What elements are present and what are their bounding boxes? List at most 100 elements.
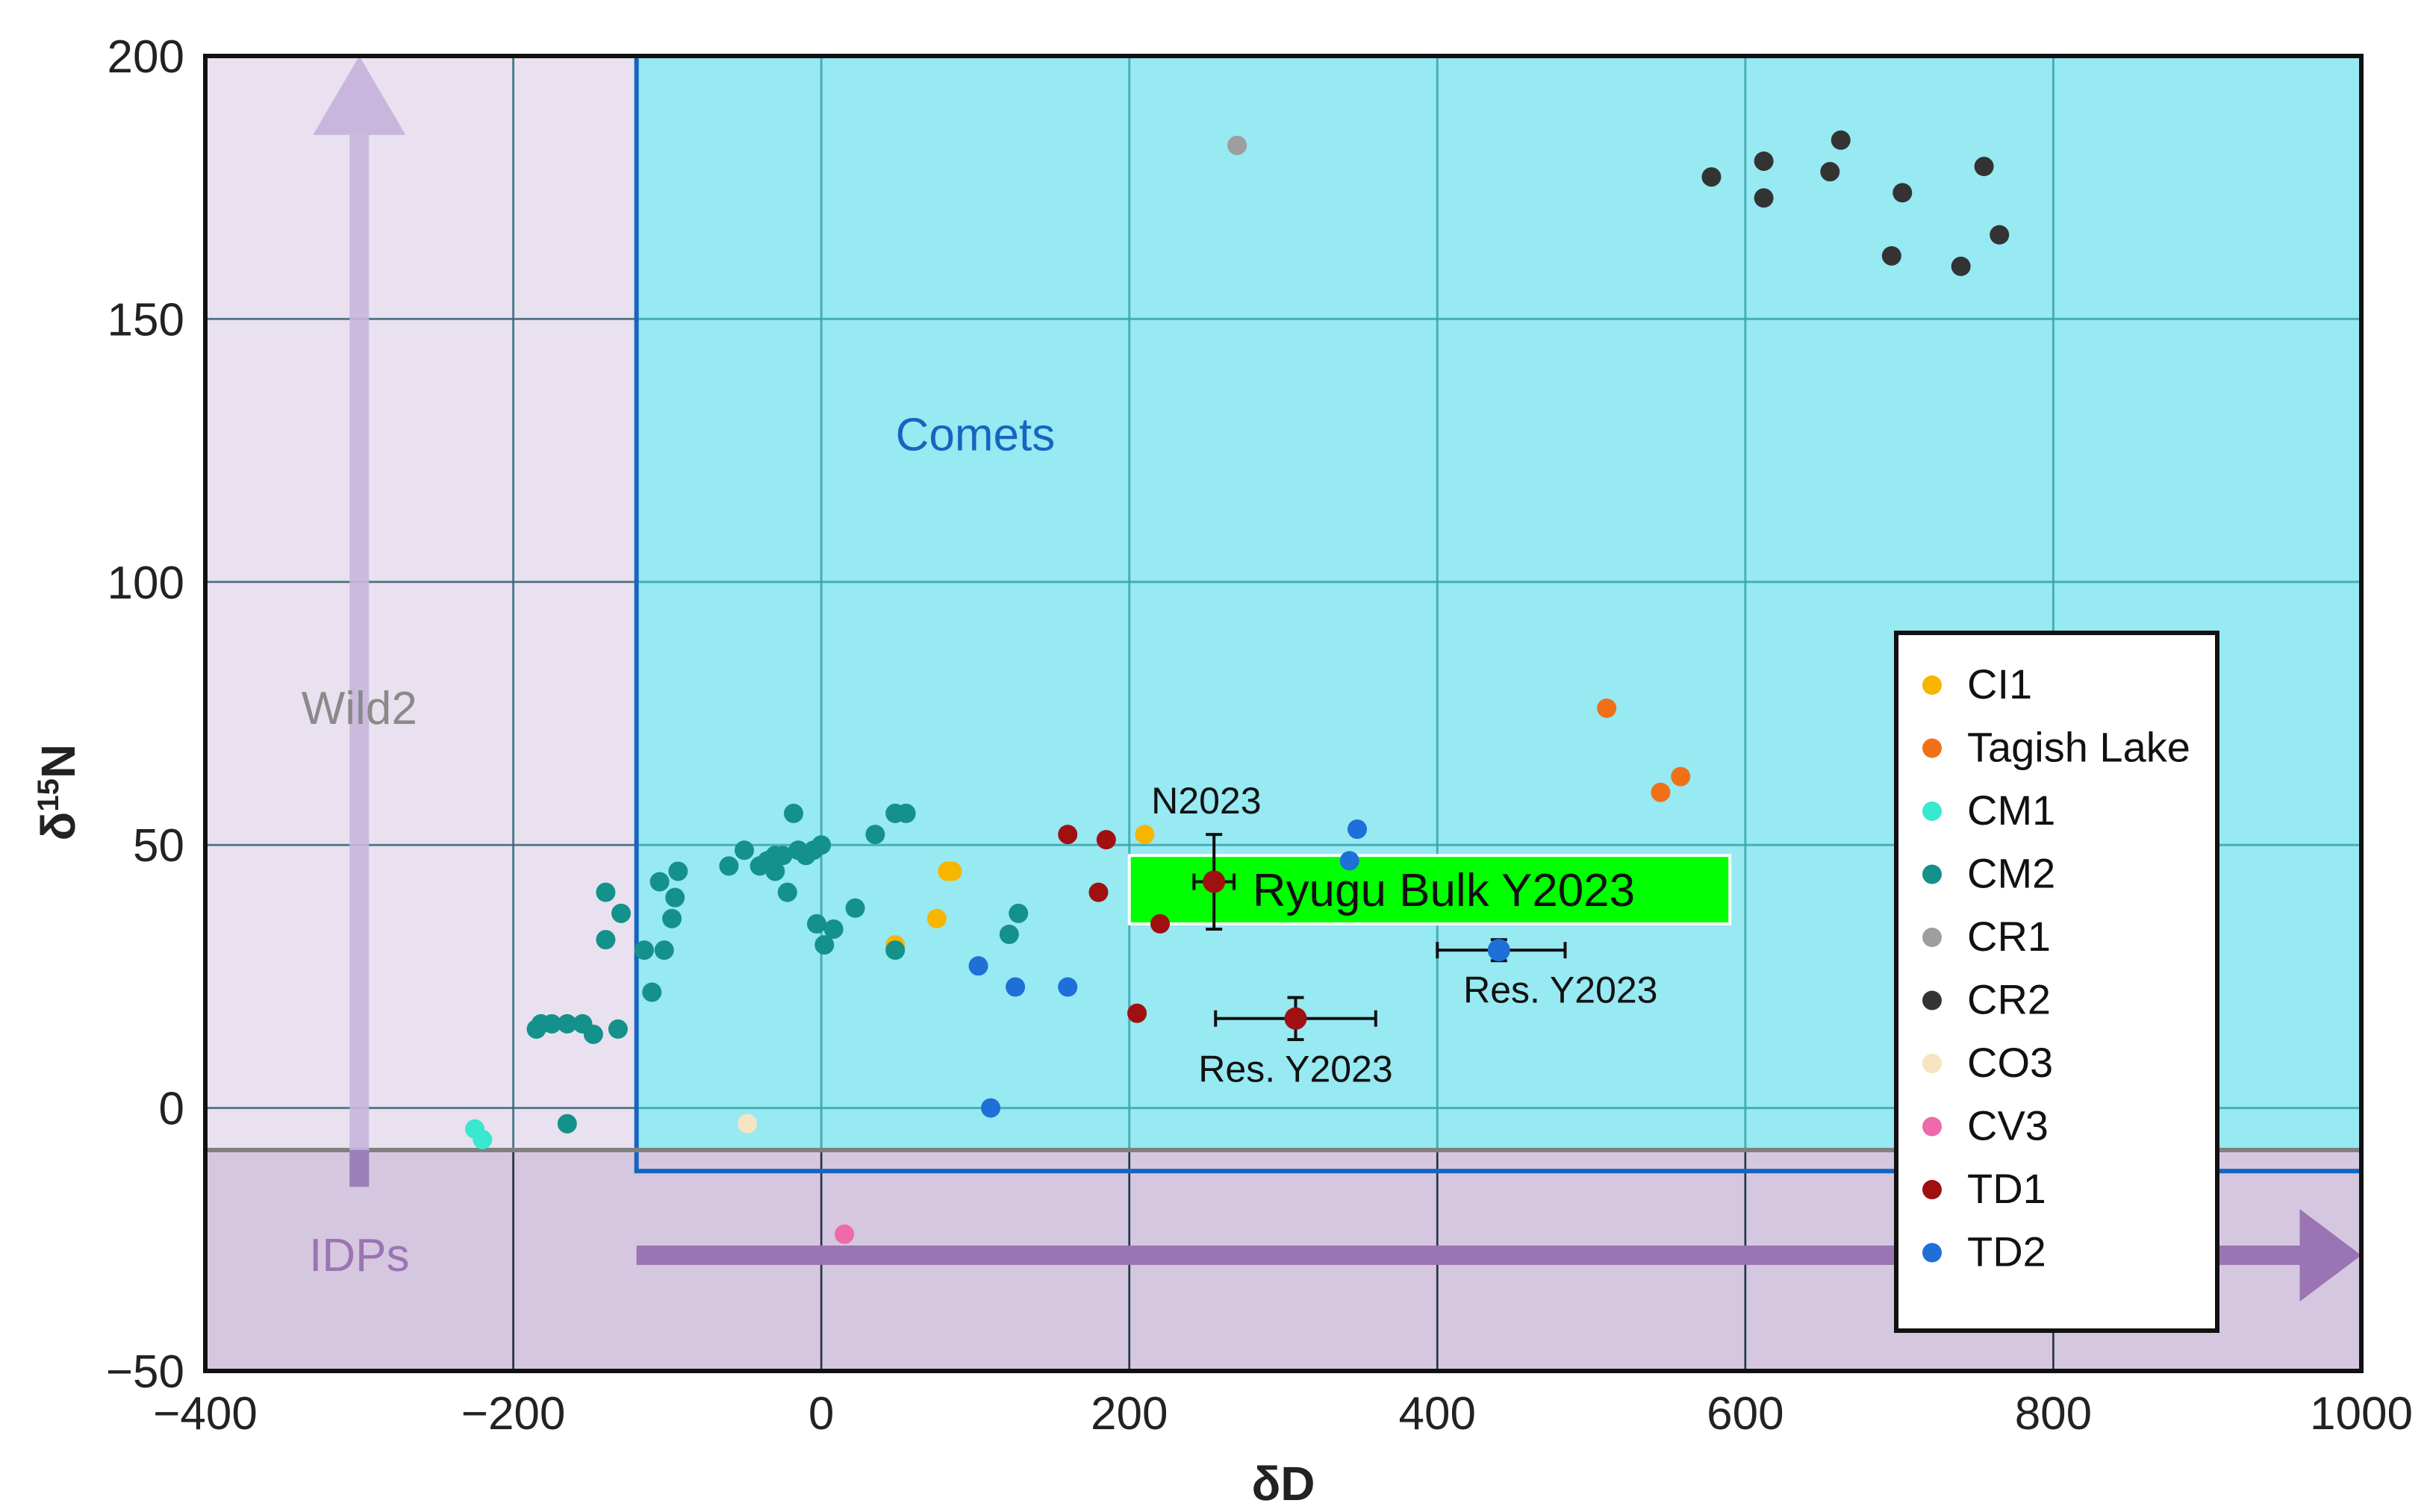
cr2-point (1951, 256, 1971, 276)
x-tick-label: −400 (153, 1388, 258, 1440)
cr2-point (1881, 246, 1901, 266)
tagish-lake-point (1671, 766, 1691, 787)
cm2-point (596, 882, 616, 902)
legend-marker (1922, 1180, 1942, 1199)
comets-region-label: Comets (896, 410, 1056, 461)
legend-label: CV3 (1967, 1102, 2049, 1149)
cm2-point (649, 872, 670, 892)
td1-point (1058, 825, 1078, 845)
cm2-point (773, 846, 793, 866)
points-layer (465, 130, 2010, 1244)
y-tick-label: 150 (108, 294, 184, 346)
wild2-arrow-shaft-lower (349, 1149, 370, 1187)
legend-marker (1922, 1054, 1942, 1073)
legend-marker (1922, 738, 1942, 758)
x-tick-label: 600 (1707, 1388, 1783, 1440)
legend-marker (1922, 802, 1942, 821)
y-axis-title-sup: 15 (32, 778, 65, 812)
annotation-point (1487, 939, 1510, 962)
cm2-point (811, 835, 832, 855)
legend-box (1894, 631, 2219, 1333)
cm2-point (611, 903, 631, 923)
x-axis-title: δD (1251, 1457, 1315, 1511)
ci1-point (938, 861, 958, 881)
y-axis-title: δ15N (31, 744, 85, 841)
legend-label: CM2 (1967, 850, 2055, 897)
td2-point (981, 1098, 1001, 1118)
cm2-point (865, 825, 885, 845)
cr2-point (1990, 225, 2010, 245)
cm2-point (719, 856, 739, 876)
cv3-point (835, 1224, 855, 1244)
annotation-label: Res. Y2023 (1198, 1048, 1392, 1090)
y-tick-label: 0 (159, 1084, 184, 1135)
cm2-point (999, 925, 1019, 945)
cm2-point (542, 1013, 562, 1034)
legend-label: CR2 (1967, 976, 2051, 1023)
legend-marker (1922, 675, 1942, 695)
cm2-point (806, 913, 826, 934)
cm2-point (662, 908, 682, 928)
y-tick-label: −50 (106, 1346, 184, 1398)
x-tick-label: −200 (461, 1388, 566, 1440)
wild2-region (205, 56, 637, 1150)
cm1-point (473, 1129, 493, 1149)
cm2-point (634, 940, 654, 960)
cr2-point (1701, 167, 1722, 187)
x-tick-label: 0 (809, 1388, 834, 1440)
legend-marker (1922, 1116, 1942, 1137)
frame-layer (203, 54, 2364, 1373)
legend-marker (1922, 990, 1942, 1010)
cr2-point (1831, 130, 1851, 150)
legend-label: CO3 (1967, 1039, 2053, 1086)
annotation-point (1284, 1007, 1307, 1030)
cm2-point (557, 1113, 577, 1134)
legend-label: TD1 (1967, 1165, 2046, 1212)
annotation-label: Res. Y2023 (1463, 969, 1657, 1011)
y-tick-label: 50 (133, 820, 184, 872)
cm2-point (823, 919, 844, 939)
annotations-layer: N2023 Res. Y2023 Res. Y2023 (1151, 780, 1657, 1090)
idps-region-label: IDPs (309, 1230, 409, 1281)
cm2-point (885, 940, 906, 960)
cr1-point (1227, 135, 1247, 155)
cm2-point (784, 803, 804, 823)
cm2-point (596, 930, 616, 950)
legend-label: CM1 (1967, 787, 2055, 834)
x-tick-label: 200 (1091, 1388, 1168, 1440)
y-axis-title-tail: N (31, 744, 85, 778)
ticks-layer: −400 −200 0 200 400 600 800 1000 −50 0 50 100 150 200 (106, 31, 2413, 1440)
annotation-point (1203, 870, 1226, 893)
td2-point (968, 956, 988, 976)
ryugu-bulk-label: Ryugu Bulk Y2023 (1253, 865, 1635, 916)
td1-point (1127, 1003, 1147, 1023)
wild2-region-label: Wild2 (302, 683, 417, 734)
x-tick-label: 1000 (2310, 1388, 2413, 1440)
ci1-point (1135, 825, 1155, 845)
cm2-point (665, 887, 685, 907)
plot-frame (203, 54, 2364, 1373)
cm2-point (654, 940, 674, 960)
ryugu-layer: Ryugu Bulk Y2023 (1127, 854, 1732, 925)
legend: CI1 Tagish Lake CM1 CM2 CR1 CR2 CO3 CV3 TD1 TD2 (1894, 631, 2219, 1333)
cm2-point (583, 1024, 603, 1044)
cm2-point (765, 861, 785, 881)
cm2-point (642, 982, 662, 1002)
wild2-arrow-shaft (349, 134, 370, 1187)
idps-arrow-head (2299, 1208, 2361, 1302)
y-tick-label: 100 (108, 557, 184, 609)
tagish-lake-point (1651, 782, 1671, 802)
ci1-point (926, 908, 947, 928)
cm2-point (668, 861, 688, 881)
cr2-point (1820, 162, 1840, 182)
cm2-point (608, 1019, 628, 1039)
td2-point (1058, 977, 1078, 997)
legend-label: CI1 (1967, 660, 2032, 707)
cr2-point (1754, 151, 1774, 171)
x-tick-label: 400 (1399, 1388, 1476, 1440)
cm2-point (777, 882, 797, 902)
y-axis-title-main: δ (31, 812, 85, 841)
cm2-point (557, 1013, 577, 1034)
cr2-point (1974, 157, 1994, 177)
